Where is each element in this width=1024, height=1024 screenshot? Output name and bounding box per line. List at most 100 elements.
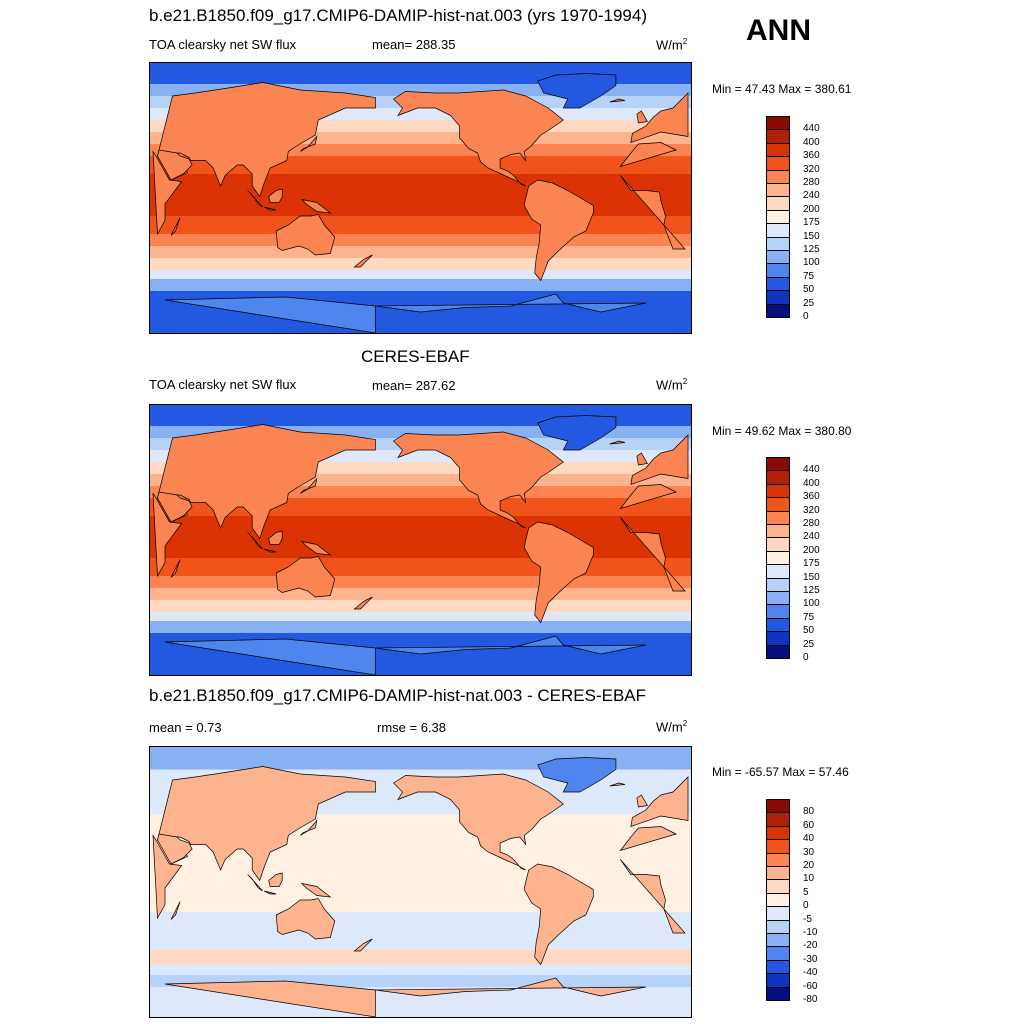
flux-band	[150, 216, 691, 235]
coastline	[619, 826, 677, 852]
colorbar-label: -40	[803, 967, 818, 979]
colorbar-label: 150	[803, 230, 820, 242]
colorbar-label: 0	[803, 900, 809, 912]
colorbar-label: 240	[803, 531, 820, 543]
ocean-fill	[150, 949, 691, 965]
colorbar-swatch	[766, 799, 790, 814]
colorbar-swatch	[766, 524, 790, 539]
units-label: W/m2	[656, 377, 688, 393]
colorbar-swatch	[766, 303, 790, 318]
colorbar-label: 280	[803, 518, 820, 529]
flux-band	[150, 234, 691, 247]
colorbar-swatch	[766, 250, 790, 265]
coastline	[392, 431, 564, 529]
coastline	[164, 638, 376, 675]
colorbar-label: 125	[803, 585, 820, 596]
flux-band	[150, 600, 691, 613]
colorbar-swatch	[766, 470, 790, 485]
coastline	[247, 190, 263, 208]
colorbar-label: 0	[803, 652, 809, 663]
coastline	[392, 89, 564, 187]
colorbar-swatch	[766, 879, 790, 894]
coastline	[300, 477, 318, 494]
colorbar-label: 400	[803, 136, 820, 148]
flux-band	[150, 270, 691, 280]
coastline	[353, 938, 373, 952]
coastline	[620, 859, 686, 934]
flux-band	[150, 576, 691, 589]
colorbar-label: 30	[803, 846, 815, 858]
coastline	[636, 110, 648, 124]
colorbar-swatch	[766, 933, 790, 948]
mean-label: mean = 0.73	[149, 720, 222, 735]
colorbar-swatch	[766, 644, 790, 659]
colorbar-swatch	[766, 906, 790, 921]
colorbar-label: 25	[803, 638, 815, 650]
colorbar-swatch	[766, 290, 790, 305]
mean-label: mean= 287.62	[372, 378, 456, 393]
coastline	[264, 890, 277, 895]
colorbar-label: 240	[803, 190, 820, 202]
coastline	[630, 92, 689, 144]
colorbar-label: 150	[803, 571, 820, 583]
flux-band	[150, 246, 691, 259]
colorbar-label: 75	[803, 611, 815, 623]
colorbar-label: 360	[803, 491, 820, 503]
coastline	[353, 596, 373, 610]
coastline	[275, 556, 336, 598]
colorbar-swatch	[766, 577, 790, 592]
coastline	[157, 833, 193, 865]
colorbar-label: -30	[803, 953, 818, 965]
panel-title: b.e21.B1850.f09_g17.CMIP6-DAMIP-hist-nat…	[149, 686, 647, 705]
coastline	[157, 424, 376, 540]
map-obs	[149, 404, 692, 676]
colorbar-label: 280	[803, 177, 820, 188]
rmse-label: rmse = 6.38	[377, 720, 447, 735]
coastline	[275, 214, 336, 256]
coastline	[619, 142, 677, 168]
coastline	[609, 440, 625, 445]
coastline	[636, 452, 648, 466]
colorbar-swatch	[766, 591, 790, 606]
colorbar-label: 50	[803, 284, 815, 296]
colorbar-label: 125	[803, 244, 820, 255]
colorbar-label: 400	[803, 477, 820, 489]
flux-band	[150, 258, 691, 271]
coastline	[275, 898, 336, 940]
colorbar-label: 25	[803, 297, 815, 309]
colorbar-swatch	[766, 959, 790, 975]
coastline	[170, 217, 181, 236]
flux-band	[150, 516, 691, 559]
coastline	[609, 98, 625, 103]
panel-title: CERES-EBAF	[361, 347, 470, 366]
colorbar-label: -60	[803, 980, 818, 992]
flux-band	[150, 621, 691, 634]
colorbar-label: 75	[803, 270, 815, 282]
coastline	[300, 819, 318, 836]
colorbar-swatch	[766, 604, 790, 619]
coastline	[523, 179, 594, 282]
colorbar-label: 360	[803, 150, 820, 162]
colorbar-swatch	[766, 866, 790, 881]
map-difference	[149, 746, 692, 1018]
coastline	[523, 521, 594, 624]
flux-band	[150, 588, 691, 601]
minmax-label: Min = -65.57 Max = 57.46	[712, 765, 849, 779]
coastline	[300, 135, 318, 152]
coastline	[375, 293, 646, 313]
colorbar-swatch	[766, 183, 790, 198]
colorbar-label: 10	[803, 873, 815, 885]
colorbar-swatch	[766, 142, 790, 158]
coastline	[152, 150, 183, 236]
colorbar-swatch	[766, 550, 790, 566]
colorbar-swatch	[766, 839, 790, 854]
flux-band	[150, 174, 691, 217]
coastline	[630, 776, 689, 828]
coastline	[630, 434, 689, 486]
coastline	[157, 491, 193, 523]
colorbar-swatch	[766, 986, 790, 1001]
colorbar-label: 100	[803, 598, 820, 610]
coastline	[300, 540, 332, 556]
colorbar-label: 320	[803, 163, 820, 175]
coastline	[157, 82, 376, 198]
